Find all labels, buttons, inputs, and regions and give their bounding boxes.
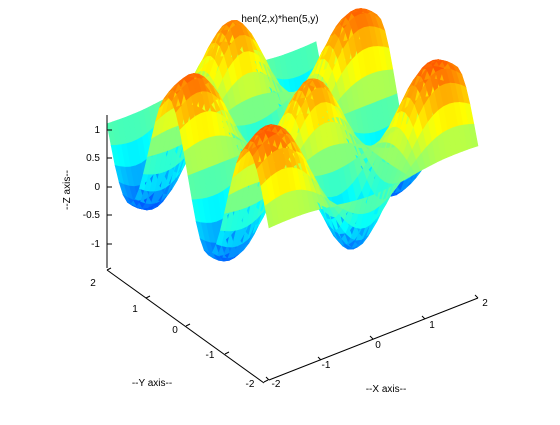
y-tick-label: 0 (172, 325, 178, 336)
x-tick-mark (474, 294, 479, 299)
chart-title: hen(2,x)*hen(5,y) (241, 14, 318, 25)
y-tick-label: 2 (90, 278, 96, 289)
y-tick-label: -2 (246, 379, 255, 390)
y-tick-mark (224, 351, 230, 355)
z-tick-label: -1 (91, 239, 100, 250)
surface-patch (468, 123, 479, 148)
surface-mesh (106, 8, 479, 262)
z-tick-label: 1 (94, 125, 100, 136)
y-tick-mark (145, 295, 151, 299)
y-tick-label: 1 (132, 304, 138, 315)
y-axis-line (106, 269, 265, 384)
z-tick-label: -0.5 (83, 210, 101, 221)
x-tick-label: 2 (482, 298, 488, 309)
x-tick-mark (265, 376, 270, 381)
y-tick-mark (106, 267, 112, 271)
x-axis-label: --X axis-- (366, 384, 407, 395)
y-tick-label: -1 (206, 350, 215, 361)
x-tick-mark (421, 315, 426, 320)
y-ticks: 2 1 0 -1 -2 (90, 267, 269, 390)
x-tick-mark (369, 335, 374, 340)
x-tick-label: -1 (322, 360, 331, 371)
x-tick-label: -2 (272, 379, 281, 390)
x-tick-label: 0 (375, 340, 381, 351)
x-tick-label: 1 (429, 320, 435, 331)
y-axis-label: --Y axis-- (132, 378, 172, 389)
z-tick-label: 0.5 (86, 153, 100, 164)
x-axis-line (268, 297, 479, 381)
y-tick-mark (185, 323, 191, 327)
z-tick-label: 0 (94, 182, 100, 193)
z-axis-label: --Z axis-- (62, 170, 73, 210)
x-ticks: -2 -1 0 1 2 (265, 294, 488, 390)
x-tick-mark (317, 356, 322, 361)
y-tick-mark (263, 379, 269, 383)
z-ticks: 1 0.5 0 -0.5 -1 (83, 125, 112, 250)
